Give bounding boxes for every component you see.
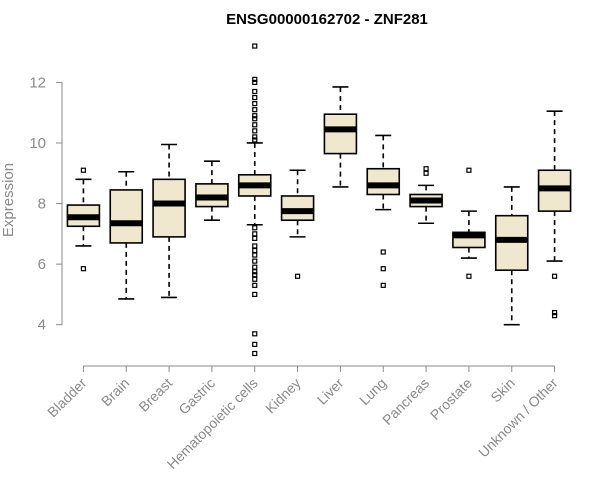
outlier-point	[252, 79, 258, 86]
outlier-point	[252, 235, 258, 241]
outlier-point	[252, 88, 258, 95]
chart-title: ENSG00000162702 - ZNF281	[226, 11, 428, 28]
outlier-point	[252, 122, 258, 128]
outlier-point	[252, 225, 258, 231]
x-tick-label: Unknown / Other	[475, 375, 561, 461]
x-tick-label: Pancreas	[379, 375, 432, 428]
outlier-point	[466, 273, 472, 279]
outlier-point	[380, 266, 386, 272]
iqr-box	[280, 195, 315, 222]
x-tick-label: Prostate	[427, 375, 475, 423]
x-tick-label: Brain	[98, 375, 132, 409]
outlier-point	[252, 258, 258, 264]
box-skin	[494, 186, 529, 326]
outlier-point	[252, 137, 258, 143]
outlier-point	[80, 266, 87, 272]
outlier-point	[252, 341, 258, 347]
outlier-point	[252, 291, 258, 298]
y-tick-label: 8	[38, 196, 46, 213]
box-liver	[323, 86, 358, 188]
box-kidney	[280, 169, 315, 279]
iqr-box	[323, 113, 358, 155]
outlier-point	[252, 94, 258, 101]
iqr-box	[109, 189, 144, 244]
outlier-point	[252, 101, 258, 107]
x-tick-label: Liver	[314, 375, 347, 408]
iqr-box	[494, 214, 529, 271]
outlier-point	[380, 249, 386, 255]
outlier-point	[252, 116, 258, 122]
box-breast	[152, 143, 186, 299]
x-tick-label: Skin	[487, 375, 518, 406]
outlier-point	[423, 170, 429, 176]
outlier-point	[252, 243, 258, 249]
outlier-point	[252, 264, 258, 270]
outlier-point	[551, 313, 558, 319]
outlier-point	[252, 134, 258, 140]
outlier-point	[252, 269, 258, 275]
box-hematopoietic-cells	[237, 43, 272, 357]
y-tick-label: 4	[38, 317, 46, 334]
outlier-point	[252, 76, 258, 82]
box-bladder	[66, 167, 101, 272]
outlier-point	[294, 273, 301, 279]
box-lung	[366, 134, 401, 288]
x-tick-label: Kidney	[262, 375, 304, 417]
box-gastric	[195, 160, 229, 222]
iqr-box	[366, 167, 401, 196]
outlier-point	[252, 113, 258, 119]
y-axis: 4 6 8 10 12	[29, 74, 63, 334]
outlier-point	[252, 282, 258, 288]
outlier-point	[423, 166, 429, 172]
outlier-point	[252, 231, 258, 237]
outlier-point	[80, 167, 87, 173]
x-tick-label: Gastric	[175, 375, 218, 418]
y-axis-label: Expression	[0, 163, 17, 237]
outlier-point	[252, 252, 258, 258]
y-tick-label: 6	[38, 256, 46, 273]
x-tick-label: Lung	[356, 375, 389, 408]
outlier-point	[252, 128, 258, 134]
outlier-point	[551, 273, 558, 279]
box-pancreas	[409, 166, 443, 225]
outlier-point	[252, 107, 258, 113]
box-brain	[109, 170, 144, 300]
outlier-point	[380, 282, 386, 288]
x-tick-label: Breast	[135, 375, 175, 415]
y-tick-label: 10	[29, 135, 46, 152]
box-series	[66, 43, 572, 357]
outlier-point	[252, 43, 258, 49]
outlier-point	[252, 350, 258, 357]
outlier-point	[252, 331, 258, 337]
outlier-point	[551, 309, 558, 316]
y-tick-label: 12	[29, 74, 46, 91]
x-tick-label: Bladder	[44, 375, 90, 421]
iqr-box	[152, 178, 186, 238]
outlier-point	[466, 167, 472, 173]
outlier-point	[252, 276, 258, 282]
outlier-point	[252, 247, 258, 254]
box-prostate	[452, 167, 486, 279]
box-unknown-other	[537, 110, 572, 319]
